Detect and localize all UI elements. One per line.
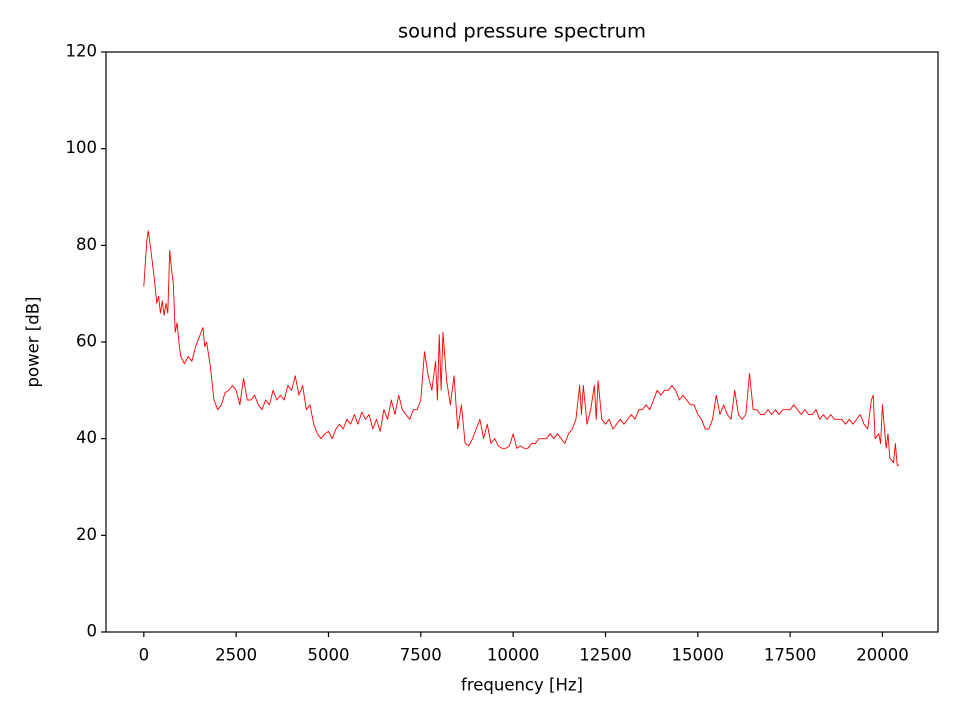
x-tick-label: 15000: [672, 646, 725, 665]
y-tick-label: 20: [76, 525, 97, 544]
x-tick-label: 7500: [400, 646, 442, 665]
y-axis-label: power [dB]: [24, 297, 43, 388]
spectrum-line: [143, 230, 900, 466]
y-tick-label: 120: [66, 42, 98, 61]
x-axis-label: frequency [Hz]: [461, 676, 583, 695]
x-tick-label: 2500: [215, 646, 257, 665]
x-tick-label: 17500: [764, 646, 817, 665]
y-tick-label: 40: [76, 428, 97, 447]
y-tick-label: 60: [76, 332, 97, 351]
x-tick-label: 5000: [307, 646, 349, 665]
x-tick-label: 12500: [579, 646, 632, 665]
x-tick-label: 20000: [856, 646, 909, 665]
x-tick-label: 0: [139, 646, 150, 665]
x-tick-label: 10000: [487, 646, 540, 665]
plot-frame: [105, 51, 939, 633]
y-tick-label: 80: [76, 235, 97, 254]
y-tick-label: 0: [87, 622, 98, 641]
y-tick-label: 100: [66, 138, 98, 157]
chart-title: sound pressure spectrum: [398, 20, 646, 43]
